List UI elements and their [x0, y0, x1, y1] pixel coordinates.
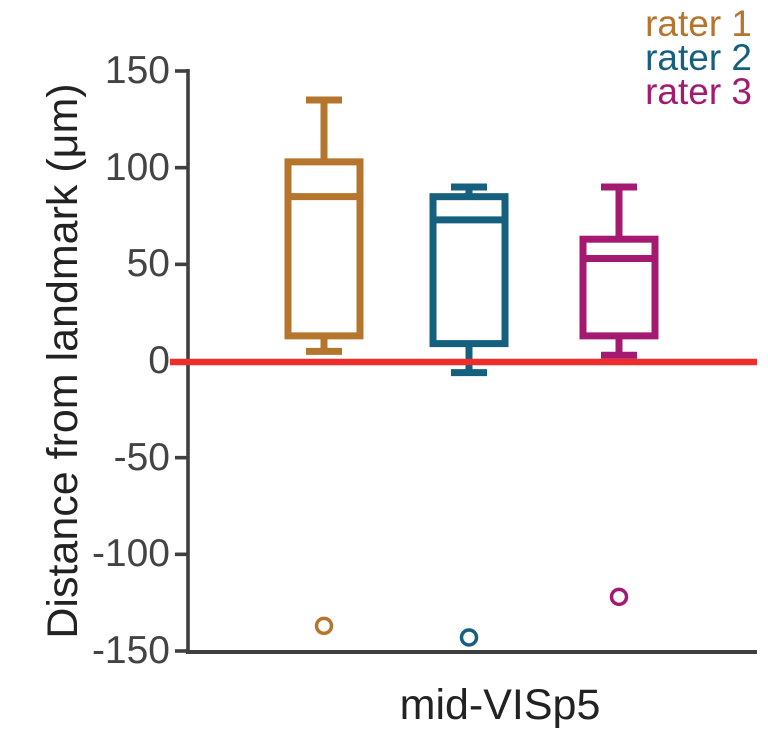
box-rater-3: [579, 183, 659, 607]
box-rater-2: [429, 183, 509, 647]
y-tick-label: 50: [126, 242, 170, 286]
outlier-point: [459, 628, 479, 647]
x-axis-title: mid-VISp5: [399, 681, 601, 729]
y-tick-label: 150: [104, 49, 170, 92]
iqr-box: [429, 193, 509, 348]
iqr-box: [284, 158, 364, 340]
y-tick-label: 0: [148, 339, 170, 382]
y-tick-label: -150: [91, 629, 170, 672]
outlier-point: [609, 587, 629, 607]
legend-item-rater-2: rater 2: [645, 37, 752, 78]
legend: rater 1 rater 2 rater 3: [645, 3, 752, 112]
outlier-point: [314, 616, 334, 636]
y-tick-label: -50: [113, 435, 170, 479]
y-tick-label: 100: [104, 145, 170, 189]
legend-item-rater-1: rater 1: [645, 3, 752, 44]
legend-item-rater-3: rater 3: [645, 71, 752, 112]
y-tick-label: -100: [91, 532, 170, 576]
iqr-box: [579, 235, 659, 340]
box-rater-1: [284, 96, 364, 636]
